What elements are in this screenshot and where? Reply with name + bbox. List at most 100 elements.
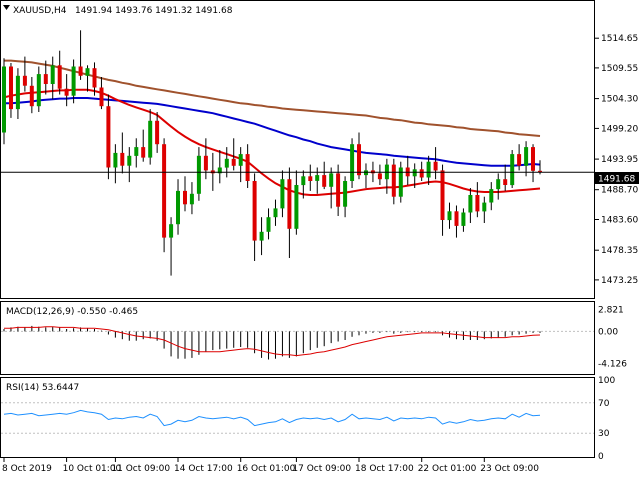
candle-body xyxy=(224,158,229,168)
rsi-pane xyxy=(1,402,594,434)
collapse-triangle-icon[interactable] xyxy=(3,5,10,10)
candle-body xyxy=(238,154,243,166)
candle-body xyxy=(141,147,146,158)
main-pane-frame[interactable] xyxy=(0,0,595,299)
candle-body xyxy=(357,144,361,176)
candle-body xyxy=(15,75,20,110)
price-tick-label: 1483.60 xyxy=(601,216,638,226)
candle-body xyxy=(155,120,160,145)
candle-body xyxy=(433,161,438,171)
candle-body xyxy=(475,195,480,212)
macd-tick-label: -4.126 xyxy=(598,360,627,370)
candle-body xyxy=(99,87,104,107)
candle-body xyxy=(273,208,278,218)
candle-body xyxy=(259,231,264,241)
price-tick-label: 1478.35 xyxy=(601,246,638,256)
candle-body xyxy=(482,202,487,212)
candle-body xyxy=(503,179,508,185)
candle-body xyxy=(162,144,167,238)
time-tick-label: 11 Oct 09:00 xyxy=(111,464,170,474)
candle-body xyxy=(78,66,83,76)
candle-body xyxy=(189,193,194,205)
candle-body xyxy=(510,154,515,186)
candle-body xyxy=(85,68,90,76)
time-tick-label: 23 Oct 09:00 xyxy=(480,464,539,474)
axes: 1514.65 1509.55 1504.30 1499.20 1493.95 1488.… xyxy=(2,34,638,474)
candle-body xyxy=(169,224,174,238)
rsi-indicator-label: RSI(14) 53.6447 xyxy=(6,383,79,393)
candle-body xyxy=(468,195,473,213)
candle-body xyxy=(301,176,306,186)
rsi-tick-label: 30 xyxy=(598,429,610,439)
price-tick-label: 1488.70 xyxy=(601,186,638,196)
candle-body xyxy=(183,190,187,205)
moving-average-line-3 xyxy=(3,88,541,196)
time-tick-label: 17 Oct 09:00 xyxy=(292,464,351,474)
candle-body xyxy=(92,68,97,88)
candle-body xyxy=(71,66,76,96)
candle-body xyxy=(148,120,153,158)
price-tick-label: 1493.95 xyxy=(601,155,638,165)
main-pane xyxy=(1,30,594,276)
rsi-tick-label: 70 xyxy=(598,399,610,409)
time-tick-label: 8 Oct 2019 xyxy=(2,464,52,474)
candle-body xyxy=(440,170,445,220)
price-tick-label: 1473.25 xyxy=(601,276,638,286)
candle-body xyxy=(377,173,382,180)
candle-body xyxy=(343,181,348,207)
rsi-pane-frame[interactable] xyxy=(0,377,595,458)
time-tick-label: 22 Oct 01:00 xyxy=(418,464,477,474)
macd-signal-line xyxy=(4,326,541,357)
candle-body xyxy=(127,155,132,166)
time-tick-label: 16 Oct 01:00 xyxy=(237,464,296,474)
current-price-label: 1491.68 xyxy=(598,175,635,185)
price-tick-label: 1499.20 xyxy=(601,124,638,134)
candle-body xyxy=(426,161,431,178)
moving-average-line-2 xyxy=(4,97,541,167)
candle-body xyxy=(531,147,535,171)
candle-body xyxy=(496,179,501,190)
rsi-tick-label: 100 xyxy=(598,376,615,386)
time-tick-label: 10 Oct 01:00 xyxy=(63,464,122,474)
symbol-label: XAUUSD,H4 xyxy=(13,6,67,16)
candle-body xyxy=(447,211,452,221)
time-tick-label: 18 Oct 17:00 xyxy=(355,464,414,474)
candle-body xyxy=(2,66,6,133)
macd-pane xyxy=(1,325,594,360)
candle-body xyxy=(280,179,285,209)
macd-indicator-label: MACD(12,26,9) -0.550 -0.465 xyxy=(6,307,138,317)
candle-body xyxy=(287,179,292,229)
macd-tick-label: 0.00 xyxy=(598,327,618,337)
candle-body xyxy=(538,170,542,173)
candle-body xyxy=(43,74,48,84)
candle-body xyxy=(29,85,34,107)
candle-body xyxy=(489,189,494,203)
candle-body xyxy=(329,173,334,187)
ohlc-label: 1491.94 1493.76 1491.32 1491.68 xyxy=(75,6,233,16)
candle-body xyxy=(196,155,201,194)
candle-body xyxy=(217,167,222,174)
candle-body xyxy=(120,152,125,166)
price-tick-label: 1504.30 xyxy=(601,95,638,105)
candle-body xyxy=(203,155,208,171)
candle-body xyxy=(113,152,118,168)
candle-body xyxy=(22,75,27,86)
candle-body xyxy=(9,66,13,110)
candle-body xyxy=(398,167,403,197)
candle-body xyxy=(245,154,250,181)
candle-body xyxy=(517,154,522,166)
candle-body xyxy=(461,212,466,226)
candle-body xyxy=(391,164,396,197)
candle-body xyxy=(252,181,257,241)
candle-body xyxy=(176,190,180,225)
candle-body xyxy=(36,74,41,107)
candle-body xyxy=(350,144,355,181)
macd-tick-label: 2.821 xyxy=(598,305,624,315)
candle-body xyxy=(64,88,69,96)
candle-body xyxy=(419,169,424,178)
time-tick-label: 14 Oct 17:00 xyxy=(174,464,233,474)
candle-body xyxy=(134,147,139,156)
candle-body xyxy=(50,65,55,84)
candle-body xyxy=(294,185,299,229)
